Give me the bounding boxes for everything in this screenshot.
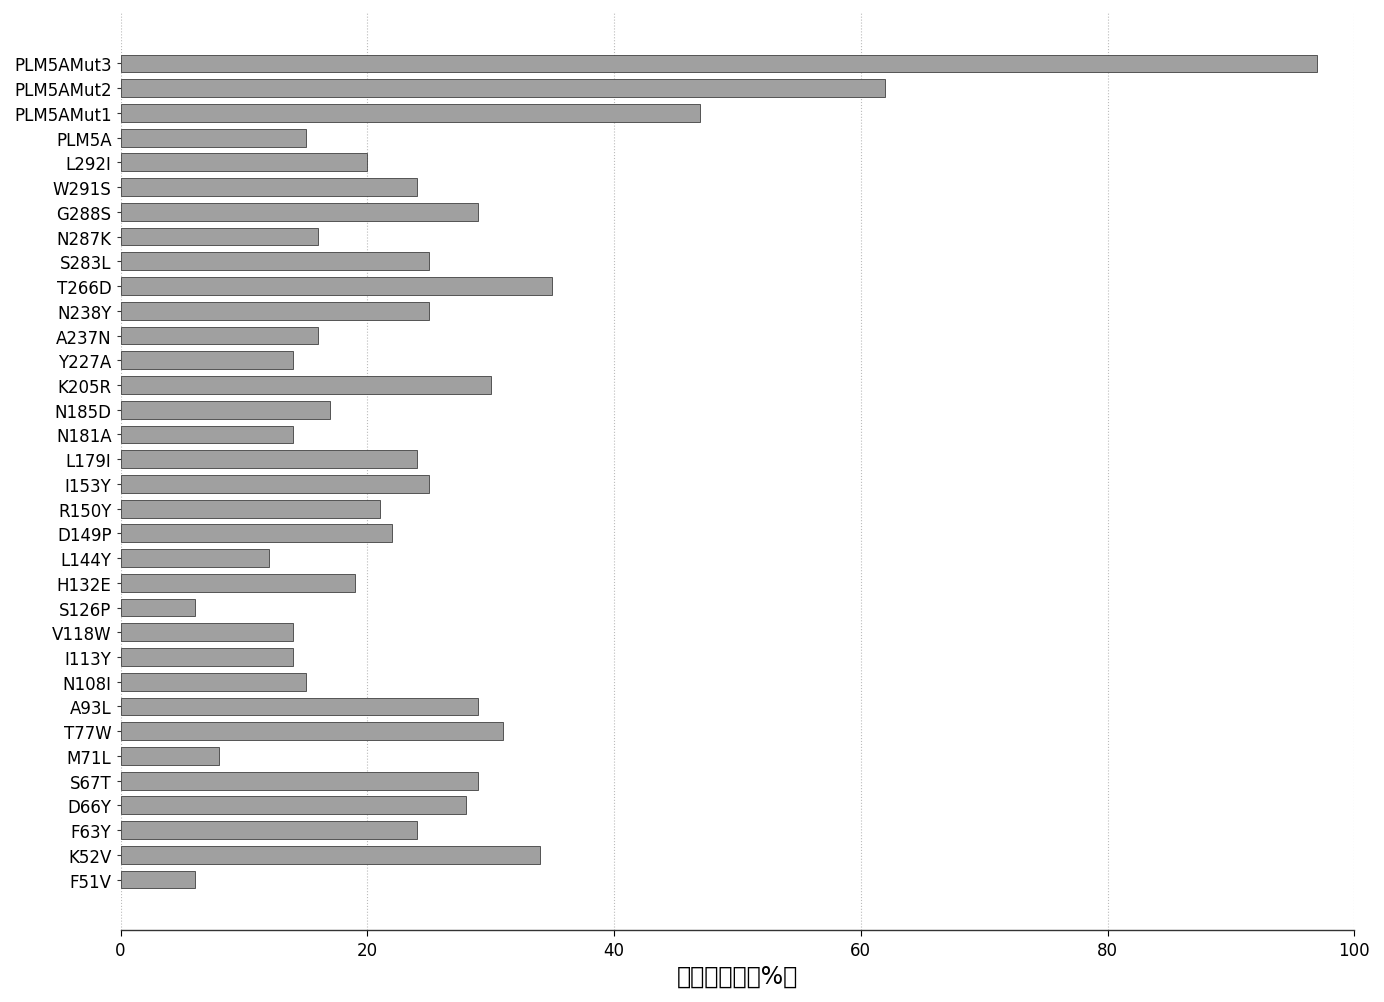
Bar xyxy=(120,179,417,196)
Bar xyxy=(120,500,379,518)
Bar xyxy=(120,278,552,296)
X-axis label: 剩余酶活力（%）: 剩余酶活力（%） xyxy=(677,964,799,988)
Bar xyxy=(120,673,306,691)
Bar xyxy=(120,797,466,815)
Bar xyxy=(120,722,502,740)
Bar xyxy=(120,129,306,147)
Bar xyxy=(120,846,540,864)
Bar xyxy=(120,451,417,469)
Bar xyxy=(120,228,318,246)
Bar xyxy=(120,525,392,543)
Bar xyxy=(120,550,268,567)
Bar xyxy=(120,623,293,641)
Bar xyxy=(120,80,886,98)
Bar xyxy=(120,402,331,419)
Bar xyxy=(120,352,293,370)
Bar xyxy=(120,328,318,345)
Bar xyxy=(120,203,479,221)
Bar xyxy=(120,599,195,617)
Bar xyxy=(120,55,1318,73)
Bar xyxy=(120,254,429,271)
Bar xyxy=(120,871,195,889)
Bar xyxy=(120,822,417,839)
Bar xyxy=(120,426,293,444)
Bar xyxy=(120,697,479,715)
Bar xyxy=(120,648,293,666)
Bar xyxy=(120,303,429,321)
Bar xyxy=(120,105,700,122)
Bar xyxy=(120,772,479,790)
Bar xyxy=(120,574,354,592)
Bar xyxy=(120,476,429,493)
Bar xyxy=(120,154,367,172)
Bar xyxy=(120,747,219,766)
Bar xyxy=(120,377,491,395)
